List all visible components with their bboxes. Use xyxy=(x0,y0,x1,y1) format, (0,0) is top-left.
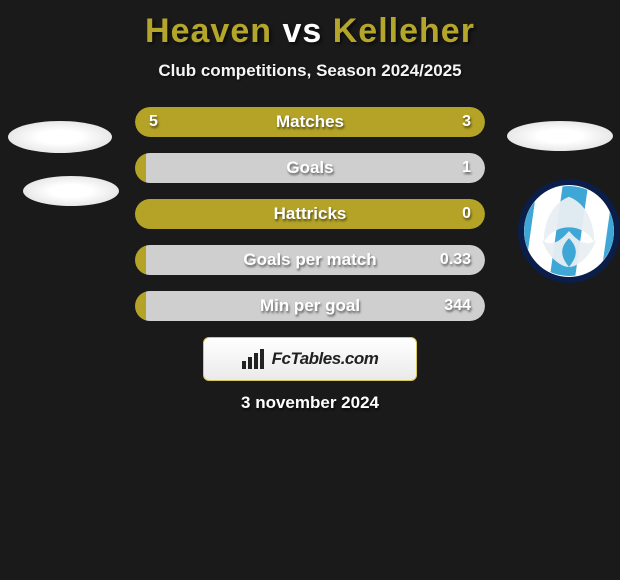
stat-bar-left xyxy=(135,245,146,275)
page-title: Heaven vs Kelleher xyxy=(0,12,620,51)
stat-bar-right: 3 xyxy=(354,107,485,137)
stat-bar-right: 1 xyxy=(146,153,486,183)
subtitle: Club competitions, Season 2024/2025 xyxy=(0,61,620,81)
stat-bar-right: 0 xyxy=(146,199,486,229)
stat-value-right: 1 xyxy=(448,159,485,177)
stat-value-left: 5 xyxy=(135,113,172,131)
stat-bar-left xyxy=(135,199,146,229)
player-left-shadow-1 xyxy=(8,121,112,153)
stat-row: 1Goals xyxy=(135,153,485,183)
player-right-shadow-1 xyxy=(507,121,613,151)
generation-date: 3 november 2024 xyxy=(0,393,620,413)
title-left: Heaven xyxy=(145,12,272,50)
bar-chart-icon xyxy=(242,349,266,369)
branding-badge: FcTables.com xyxy=(203,337,417,381)
stat-value-right: 3 xyxy=(448,113,485,131)
title-vs: vs xyxy=(282,12,322,50)
stat-row: 53Matches xyxy=(135,107,485,137)
stat-bar-right: 0.33 xyxy=(146,245,486,275)
stat-value-right: 0.33 xyxy=(426,251,485,269)
stats-panel: 53Matches1Goals0Hattricks0.33Goals per m… xyxy=(135,107,485,321)
stat-bar-left: 5 xyxy=(135,107,354,137)
stat-bar-left xyxy=(135,153,146,183)
branding-text: FcTables.com xyxy=(272,349,379,369)
club-crest-icon xyxy=(524,185,614,277)
stat-row: 344Min per goal xyxy=(135,291,485,321)
stat-row: 0.33Goals per match xyxy=(135,245,485,275)
stat-value-right: 0 xyxy=(448,205,485,223)
stat-bar-left xyxy=(135,291,146,321)
player-left-shadow-2 xyxy=(23,176,119,206)
stat-row: 0Hattricks xyxy=(135,199,485,229)
club-badge-icon xyxy=(518,179,620,283)
stat-value-right: 344 xyxy=(430,297,485,315)
stat-bar-right: 344 xyxy=(146,291,486,321)
title-right: Kelleher xyxy=(333,12,475,50)
